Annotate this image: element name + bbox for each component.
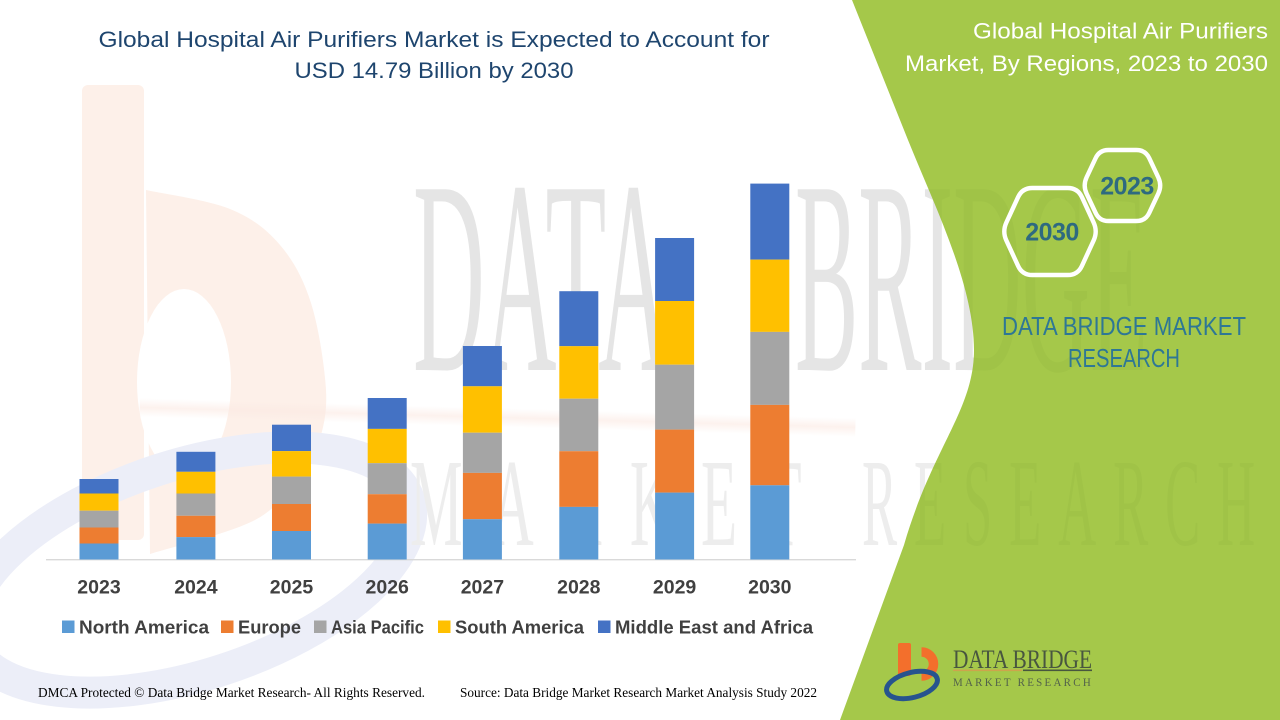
svg-text:2027: 2027	[461, 577, 504, 599]
svg-text:Asia Pacific: Asia Pacific	[331, 617, 424, 638]
svg-text:DATA: DATA	[413, 124, 670, 430]
svg-text:South America: South America	[455, 617, 585, 638]
svg-text:2023: 2023	[77, 577, 121, 599]
svg-text:Source: Data Bridge Market Res: Source: Data Bridge Market Research Mark…	[460, 685, 817, 700]
svg-text:DATA BRIDGE: DATA BRIDGE	[953, 644, 1092, 674]
svg-text:North America: North America	[79, 617, 210, 638]
svg-text:DATA BRIDGE MARKET: DATA BRIDGE MARKET	[1002, 311, 1246, 341]
svg-text:2028: 2028	[557, 577, 601, 599]
svg-text:2025: 2025	[270, 577, 314, 599]
svg-text:Global Hospital Air Purifiers: Global Hospital Air Purifiers Market is …	[99, 27, 771, 52]
svg-text:Middle East and Africa: Middle East and Africa	[615, 617, 814, 638]
svg-text:2029: 2029	[653, 577, 697, 599]
svg-text:2023: 2023	[1100, 173, 1154, 201]
svg-text:2030: 2030	[1025, 219, 1079, 247]
svg-text:2030: 2030	[748, 577, 792, 599]
svg-text:Global Hospital Air Purifiers: Global Hospital Air Purifiers	[973, 19, 1268, 44]
svg-text:Market, By Regions, 2023 to 20: Market, By Regions, 2023 to 2030	[905, 51, 1268, 76]
svg-text:USD 14.79 Billion by 2030: USD 14.79 Billion by 2030	[295, 58, 574, 83]
svg-text:Europe: Europe	[238, 617, 301, 638]
svg-text:2024: 2024	[174, 577, 218, 599]
svg-text:RESEARCH: RESEARCH	[1068, 343, 1180, 373]
svg-text:2026: 2026	[366, 577, 410, 599]
svg-text:DMCA Protected © Data Bridge M: DMCA Protected © Data Bridge Market Rese…	[38, 685, 425, 700]
svg-text:MARKET RESEARCH: MARKET RESEARCH	[953, 675, 1093, 689]
